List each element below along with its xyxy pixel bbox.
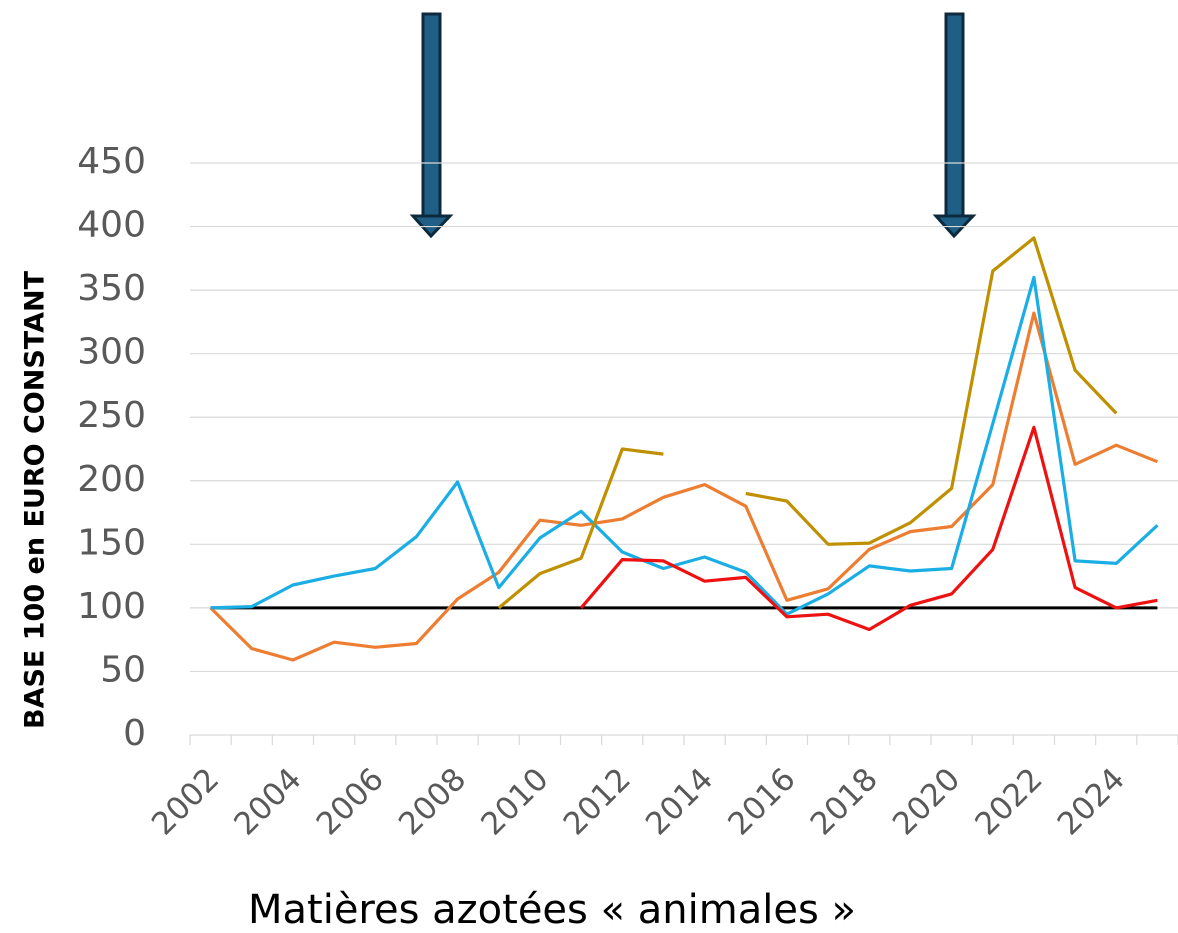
y-tick-label: 100 (77, 586, 146, 627)
x-tick-label: 2020 (886, 761, 967, 842)
y-tick-label: 450 (77, 141, 146, 182)
x-tick-label: 2014 (639, 761, 720, 842)
x-tick-label: 2016 (721, 761, 802, 842)
x-tick-label: 2002 (145, 761, 226, 842)
x-tick-label: 2022 (968, 761, 1049, 842)
y-tick-label: 250 (77, 395, 146, 436)
series-line (210, 275, 1159, 616)
y-tick-label: 50 (100, 649, 146, 690)
series-line (579, 425, 1158, 632)
x-tick-label: 2012 (557, 761, 638, 842)
arrow (409, 12, 454, 239)
chart-title: Matières azotées « animales » (248, 887, 856, 933)
x-tick-label: 2010 (474, 761, 555, 842)
y-tick-label: 150 (77, 522, 146, 563)
x-tick-label: 2004 (227, 761, 308, 842)
y-tick-label: 400 (77, 205, 146, 246)
arrow (932, 12, 977, 239)
series-line (497, 236, 1118, 610)
x-tick-label: 2018 (804, 761, 885, 842)
x-tick-label: 2008 (392, 761, 473, 842)
x-tick-label: 2024 (1051, 761, 1132, 842)
x-tick-label: 2006 (310, 761, 391, 842)
y-tick-label: 350 (77, 268, 146, 309)
y-tick-label: 200 (77, 459, 146, 500)
y-axis-label: BASE 100 en EURO CONSTANT (20, 270, 51, 729)
y-tick-label: 0 (123, 713, 146, 754)
series-line (209, 311, 1158, 662)
y-tick-label: 300 (77, 332, 146, 373)
